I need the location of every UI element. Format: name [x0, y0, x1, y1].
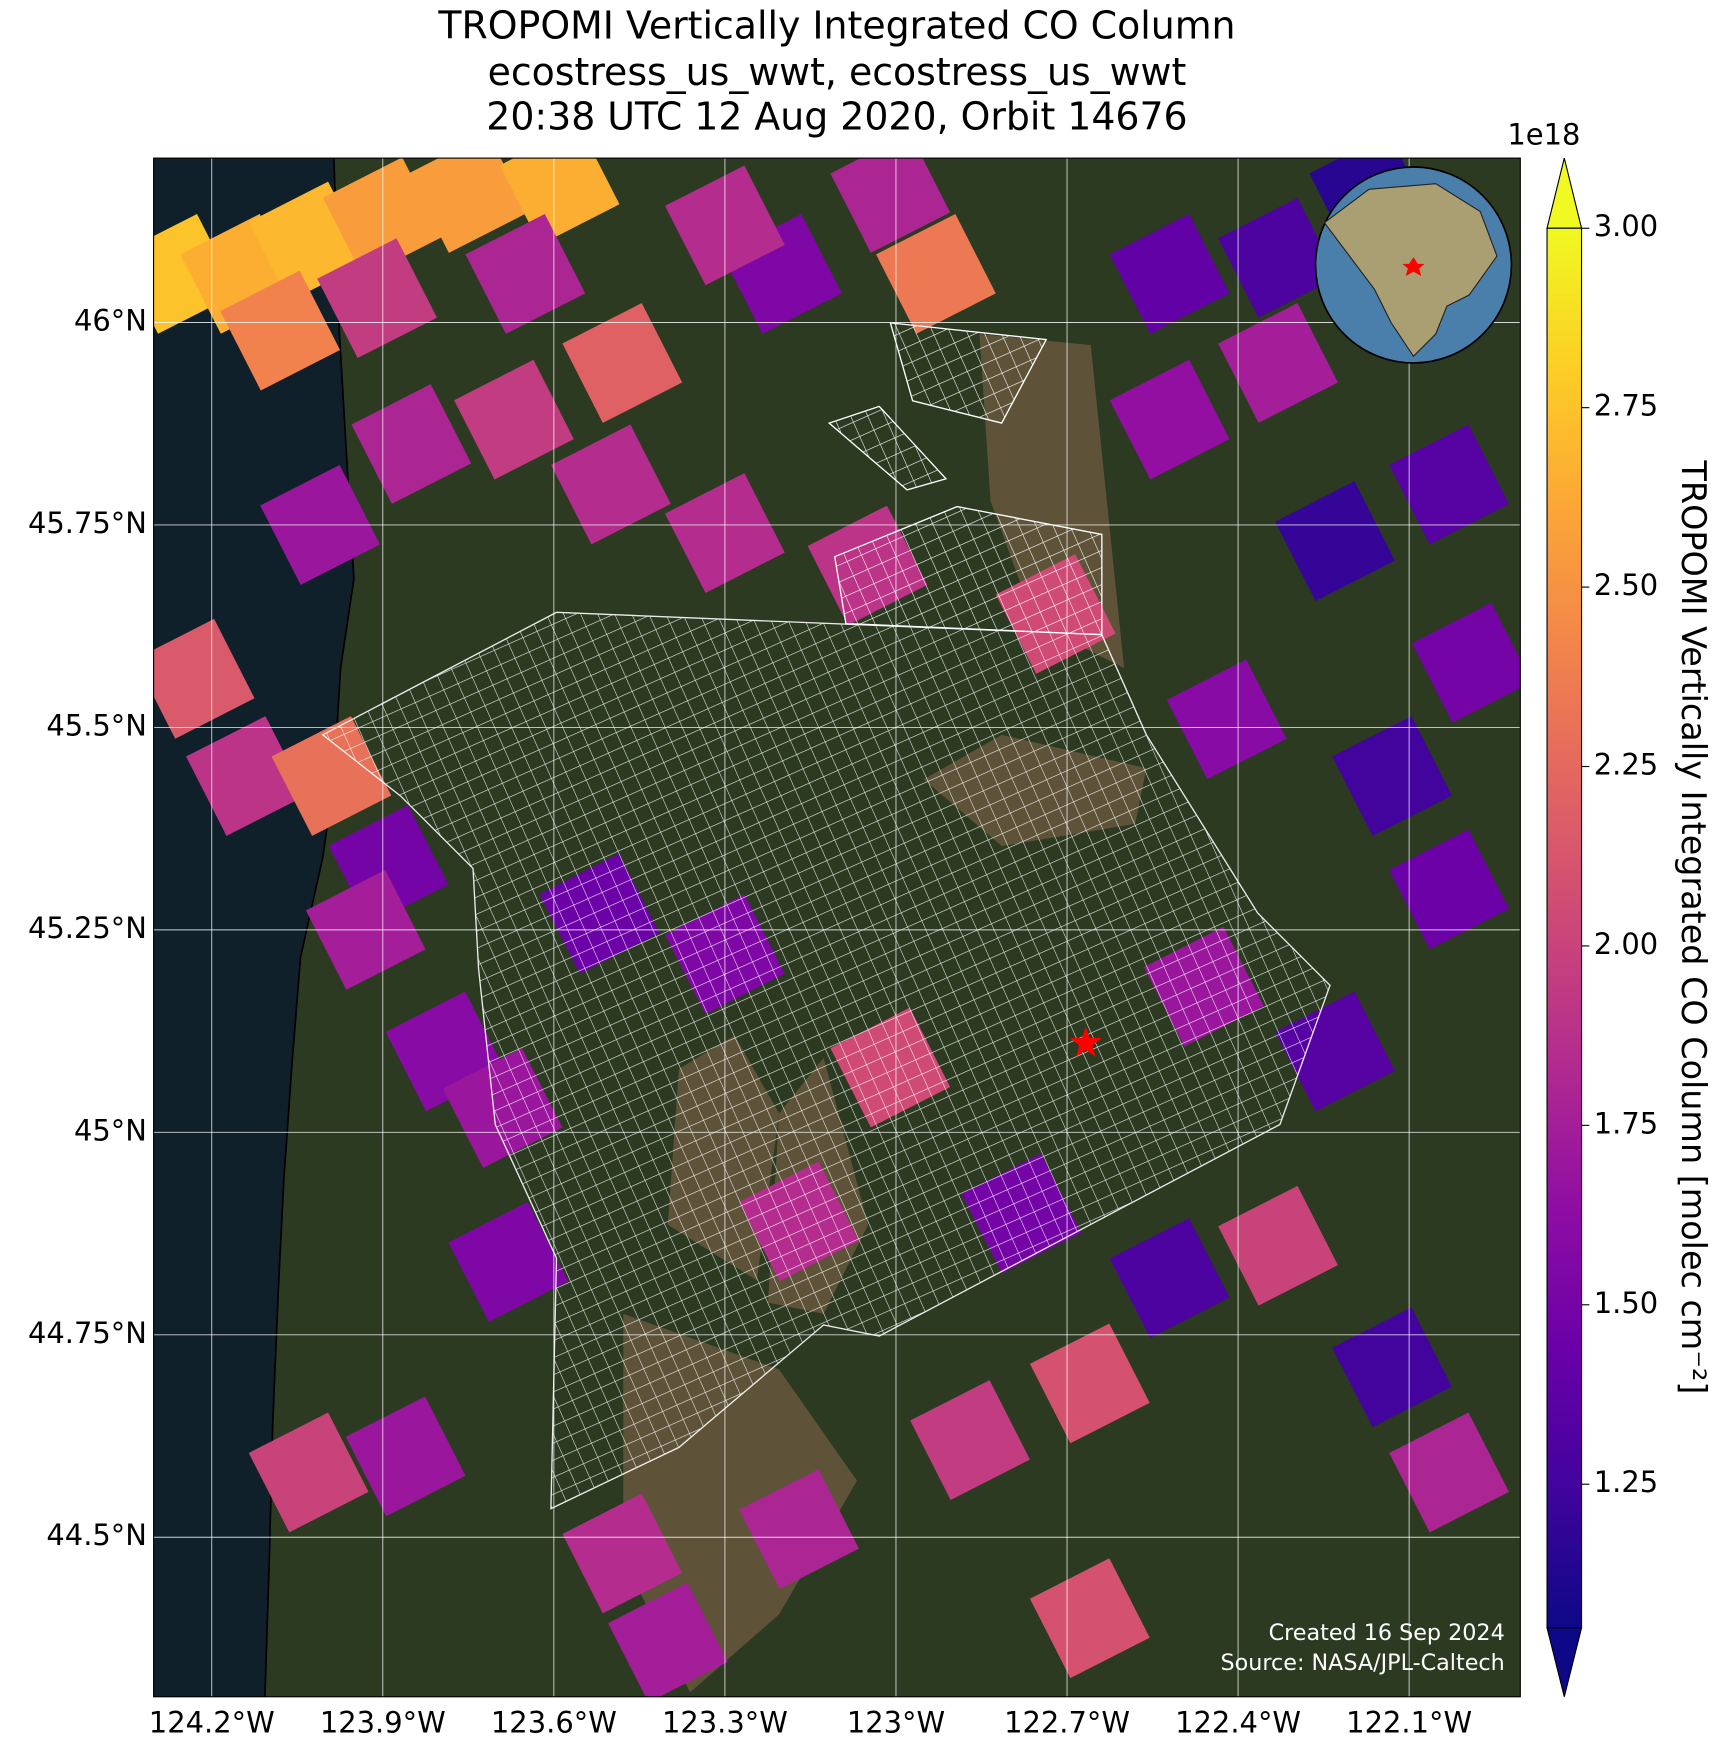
co-tile: [1412, 602, 1521, 723]
co-tile: [739, 1469, 859, 1590]
colorbar-tick-label: 2.00: [1594, 927, 1658, 961]
co-tile: [876, 213, 996, 334]
colorbar-multiplier: 1e18: [1507, 118, 1580, 152]
map-area: Created 16 Sep 2024 Source: NASA/JPL-Cal…: [153, 158, 1521, 1697]
footprint: [321, 611, 1331, 1510]
colorbar-tick-label: 2.25: [1594, 748, 1658, 782]
co-tile: [220, 270, 341, 391]
x-tick-label: 122.4°W: [1175, 1705, 1301, 1739]
colorbar-extend-low: [1546, 1627, 1583, 1697]
colorbar-tick-label: 3.00: [1594, 209, 1658, 243]
footprint: [827, 322, 1048, 491]
y-tick-label: 44.5°N: [46, 1518, 147, 1552]
co-tile: [1389, 829, 1509, 950]
co-tile: [408, 158, 529, 253]
co-tile: [153, 618, 255, 739]
globe-inset: [1314, 166, 1513, 364]
title-line: TROPOMI Vertically Integrated CO Column: [437, 3, 1235, 47]
site-marker: [1070, 1026, 1102, 1057]
colorbar-tick-label: 1.25: [1594, 1465, 1658, 1499]
grid: [153, 158, 1521, 1697]
co-tile: [1166, 659, 1287, 780]
colorbar-label: TROPOMI Vertically Integrated CO Column …: [1674, 460, 1713, 1395]
title-line: ecostress_us_wwt, ecostress_us_wwt: [488, 50, 1187, 94]
colorbar-tick-label: 1.75: [1594, 1106, 1658, 1140]
x-tick-label: 123.3°W: [662, 1705, 788, 1739]
y-tick-label: 45°N: [74, 1113, 147, 1147]
colorbar-body: [1546, 227, 1583, 1629]
x-tick-label: 124.2°W: [149, 1705, 275, 1739]
colorbar-extend-high: [1546, 157, 1583, 229]
co-tile: [1218, 303, 1338, 423]
y-tick-label: 45.25°N: [28, 911, 147, 945]
co-tile: [1109, 213, 1230, 334]
annotation: Source: NASA/JPL-Caltech: [1221, 1650, 1505, 1676]
y-tick-label: 45.5°N: [46, 708, 147, 742]
x-tick-label: 122.7°W: [1004, 1705, 1130, 1739]
co-tile: [830, 158, 951, 253]
co-tile: [1332, 1307, 1452, 1428]
co-tile: [448, 1202, 569, 1322]
co-tile: [910, 1380, 1030, 1500]
colorbar-tick-label: 2.50: [1594, 568, 1658, 602]
co-tile: [608, 1582, 728, 1697]
co-tile: [551, 424, 671, 545]
co-tile: [465, 213, 586, 334]
co-tile: [454, 359, 574, 480]
co-tile: [1332, 716, 1452, 836]
x-tick-label: 123.6°W: [491, 1705, 617, 1739]
x-tick-label: 123.9°W: [320, 1705, 446, 1739]
y-tick-label: 44.75°N: [28, 1316, 147, 1350]
y-tick-label: 45.75°N: [28, 506, 147, 540]
title-line: 20:38 UTC 12 Aug 2020, Orbit 14676: [486, 95, 1187, 139]
co-tile: [1029, 1323, 1150, 1444]
colorbar-tick-label: 2.75: [1594, 389, 1658, 423]
co-tile: [1275, 481, 1395, 602]
co-tile: [562, 303, 683, 423]
footprint: [833, 505, 1103, 636]
co-tile: [1389, 424, 1509, 545]
globe-star: [1402, 257, 1425, 277]
co-tile: [345, 1396, 466, 1517]
co-tile: [562, 1493, 683, 1614]
co-tile: [1389, 1412, 1509, 1533]
co-tile: [248, 1412, 369, 1533]
colorbar: 1e18 TROPOMI Vertically Integrated CO Co…: [1507, 118, 1713, 1697]
y-tick-label: 46°N: [74, 303, 147, 337]
x-tick-label: 123°W: [847, 1705, 945, 1739]
co-tile: [186, 716, 306, 836]
co-tile: [1029, 1558, 1150, 1679]
co-tile: [317, 238, 437, 359]
co-tile: [1109, 359, 1230, 480]
plot-frame: [153, 157, 1521, 1698]
annotation: Created 16 Sep 2024: [1269, 1620, 1505, 1646]
co-tile: [1109, 1218, 1230, 1339]
co-tile: [351, 384, 472, 504]
farmland: [623, 334, 1147, 1693]
co-tile: [1218, 1185, 1338, 1306]
co-tile: [1218, 197, 1338, 318]
colorbar-tick-label: 1.50: [1594, 1286, 1658, 1320]
x-tick-label: 122.1°W: [1346, 1705, 1472, 1739]
ecostress-footprints: [321, 322, 1331, 1510]
